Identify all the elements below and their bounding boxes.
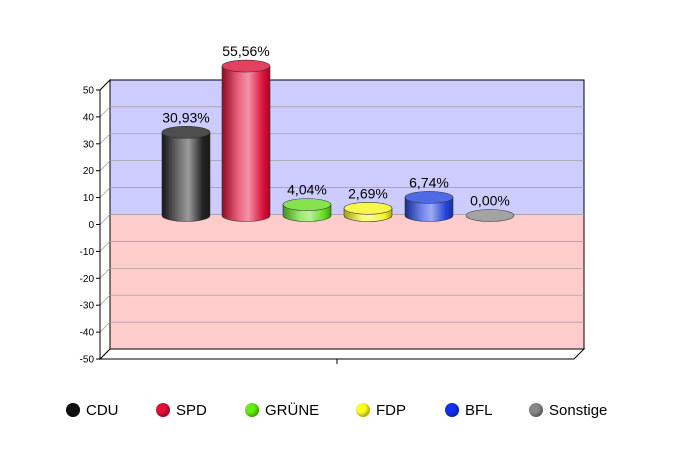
y-tick-label: 30	[83, 139, 95, 150]
bar-cdu	[161, 125, 211, 222]
legend-swatch	[529, 403, 543, 417]
bar-top	[404, 191, 454, 204]
legend-label: BFL	[465, 401, 493, 419]
bar-top	[343, 201, 393, 215]
y-tick-label: -10	[80, 247, 95, 258]
legend-label: SPD	[176, 401, 207, 419]
legend-item-fdp: FDP	[356, 398, 406, 422]
bar-body	[161, 131, 211, 222]
legend-label: Sonstige	[549, 401, 608, 419]
y-tick-label: 10	[83, 193, 95, 204]
legend-item-sonstige: Sonstige	[529, 398, 607, 422]
gridline-side	[99, 268, 111, 279]
bar-grüne	[282, 198, 332, 222]
bar-bfl	[404, 191, 454, 222]
chart-floor	[98, 348, 586, 360]
data-label: 55,56%	[222, 43, 269, 59]
data-labels: 30,93% 55,56% 4,04% 2,69% 6,74% 0,00%	[162, 43, 510, 208]
legend-item-cdu: CDU	[66, 398, 119, 422]
bar-body	[221, 65, 271, 222]
legend-swatch	[66, 403, 80, 417]
legend-swatch	[445, 403, 459, 417]
bar-body	[404, 197, 454, 222]
data-label: 2,69%	[348, 185, 388, 201]
legend-item-bfl: BFL	[445, 398, 493, 422]
bars	[161, 59, 515, 222]
bar-spd	[221, 59, 271, 222]
bar-top	[282, 198, 332, 211]
y-axis: 50 40 30 20 10 0 -10 -20 -30 -40 -50	[80, 86, 338, 366]
y-tick-label: 0	[88, 220, 94, 231]
gridline-side	[99, 214, 111, 225]
legend-swatch	[356, 403, 370, 417]
legend-swatch	[245, 403, 259, 417]
gridline-side	[99, 321, 111, 333]
data-label: 4,04%	[287, 182, 327, 198]
gridline-side	[99, 106, 111, 118]
y-tick-label: 40	[83, 112, 95, 123]
legend-swatch	[156, 403, 170, 417]
gridline-side	[99, 133, 111, 145]
y-tick-label: -30	[80, 301, 95, 312]
legend-item-spd: SPD	[156, 398, 207, 422]
data-label: 0,00%	[470, 193, 510, 209]
bar-top	[161, 125, 211, 139]
y-tick-label: 20	[83, 166, 95, 177]
plot-background	[98, 78, 586, 361]
data-label: 6,74%	[409, 174, 449, 190]
bar-sonstige	[465, 209, 515, 222]
legend-label: FDP	[376, 401, 406, 419]
gridline-side	[99, 294, 111, 306]
y-tick-label: -40	[80, 328, 95, 339]
data-label: 30,93%	[162, 109, 209, 125]
gridline-side	[99, 187, 111, 198]
y-tick-label: 50	[83, 86, 95, 97]
y-tick-label: -20	[80, 274, 95, 285]
legend-item-gruene: GRÜNE	[245, 398, 319, 422]
legend: CDU SPD GRÜNE FDP BFL Sonstige	[0, 398, 678, 422]
gridline-side	[99, 160, 111, 171]
bar-fdp	[343, 201, 393, 222]
negative-region	[110, 214, 584, 349]
legend-label: CDU	[86, 401, 119, 419]
legend-label: GRÜNE	[265, 401, 320, 419]
bar-top	[465, 209, 515, 222]
gridline-side	[99, 241, 111, 252]
bar-top	[221, 59, 271, 73]
y-tick-label: -50	[80, 355, 95, 366]
